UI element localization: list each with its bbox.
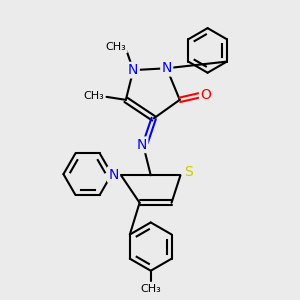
Text: N: N [128, 63, 139, 77]
Text: N: N [136, 138, 147, 152]
Text: N: N [161, 61, 172, 75]
Text: S: S [184, 164, 193, 178]
Text: CH₃: CH₃ [106, 42, 127, 52]
Text: O: O [200, 88, 211, 102]
Text: CH₃: CH₃ [140, 284, 161, 294]
Text: N: N [108, 167, 119, 182]
Text: CH₃: CH₃ [83, 91, 104, 101]
